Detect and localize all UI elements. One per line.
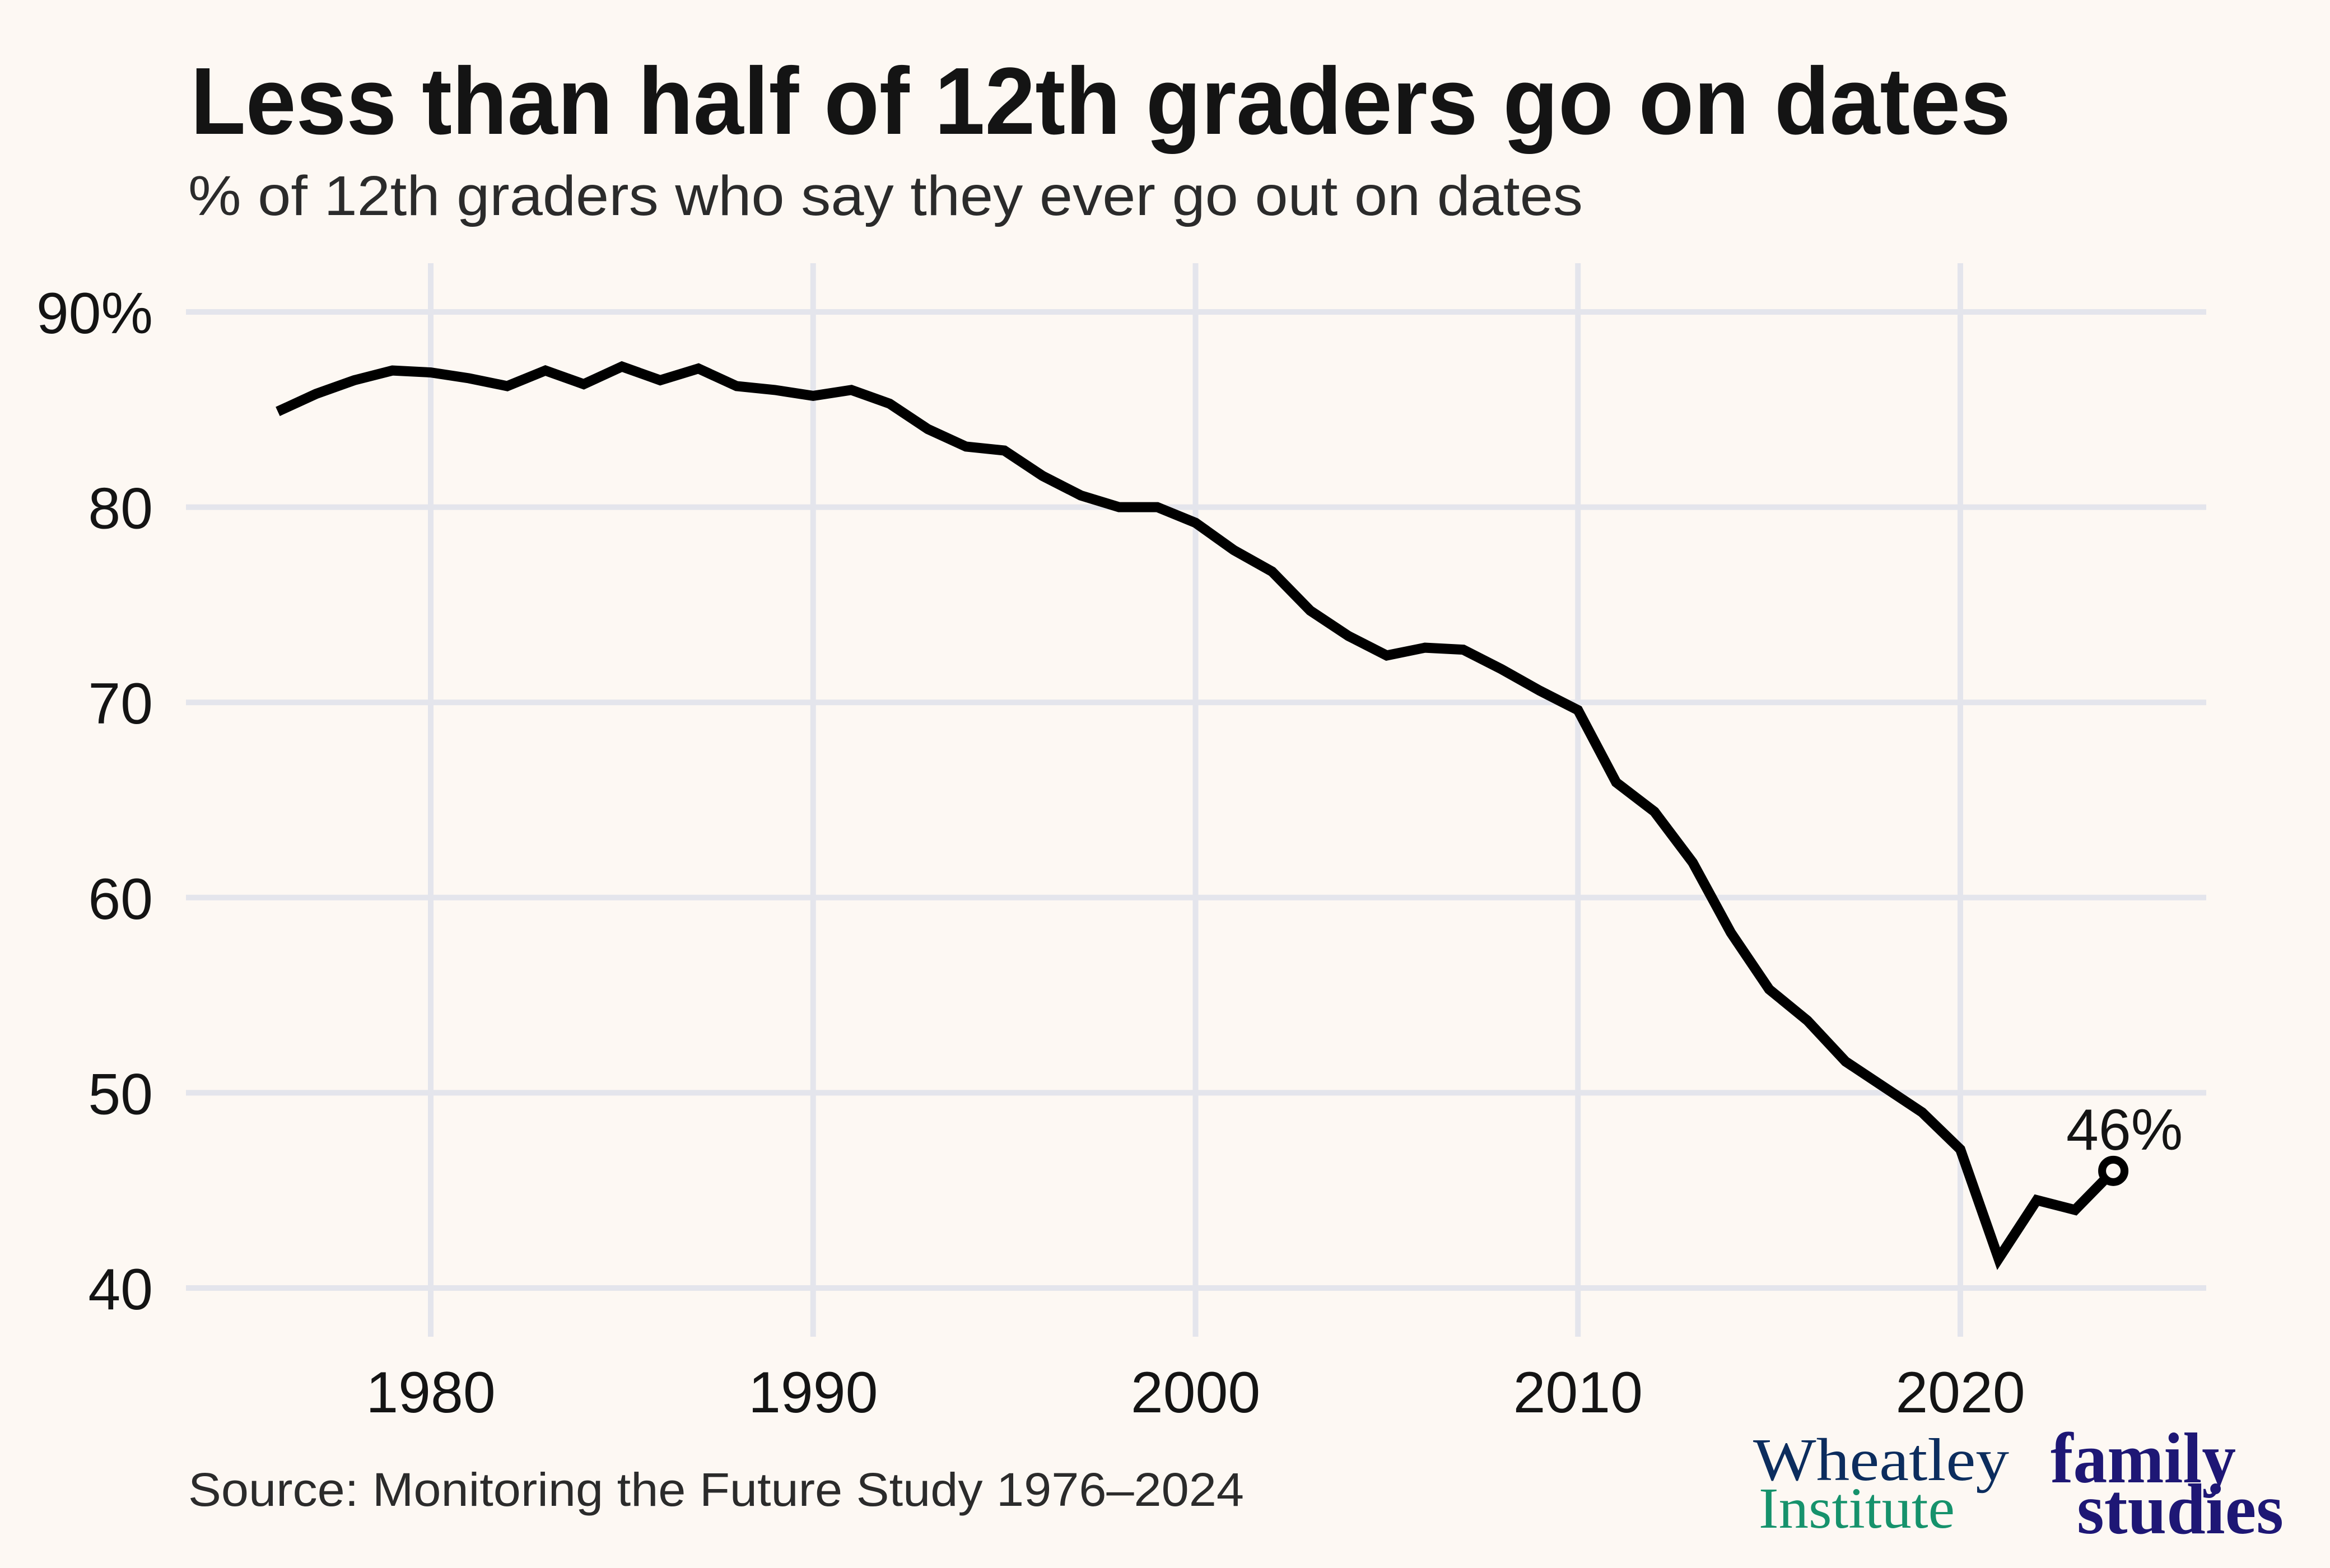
y-tick-label-90: 90% [36, 281, 153, 346]
y-tick-label-60: 60 [88, 867, 153, 932]
y-axis-ticks: 40 50 60 70 80 90% [36, 281, 153, 1322]
x-tick-label-2000: 2000 [1131, 1360, 1260, 1425]
chart-title: Less than half of 12th graders go on dat… [190, 48, 2011, 155]
logo-wheatley-text: Wheatley [1753, 1427, 2009, 1494]
x-tick-label-2020: 2020 [1895, 1360, 2025, 1425]
end-value-label: 46% [2066, 1098, 2183, 1163]
series-line-0 [276, 361, 2117, 1270]
chart-subtitle: % of 12th graders who say they ever go o… [188, 165, 1583, 227]
x-axis-ticks: 1980 1990 2000 2010 2020 [366, 1360, 2025, 1425]
annotation-layer: 46% [2066, 1098, 2183, 1186]
y-tick-label-40: 40 [88, 1257, 153, 1322]
logo-studies-text: studies [2077, 1469, 2284, 1549]
y-tick-label-70: 70 [88, 671, 153, 736]
series-layer [276, 361, 2117, 1270]
y-tick-label-50: 50 [88, 1062, 153, 1127]
x-tick-label-2010: 2010 [1513, 1360, 1643, 1425]
y-tick-label-80: 80 [88, 477, 153, 542]
grid [186, 263, 2206, 1337]
logo-institute-text: Institute [1759, 1476, 1955, 1541]
source-note: Source: Monitoring the Future Study 1976… [188, 1463, 1244, 1516]
x-tick-label-1990: 1990 [748, 1360, 878, 1425]
wheatley-institute-logo: Wheatley Institute [1753, 1427, 2009, 1541]
end-point-marker [2098, 1155, 2129, 1186]
logo-family-text: family [2051, 1418, 2236, 1498]
x-tick-label-1980: 1980 [366, 1360, 495, 1425]
family-studies-logo: family studies [2051, 1418, 2284, 1549]
